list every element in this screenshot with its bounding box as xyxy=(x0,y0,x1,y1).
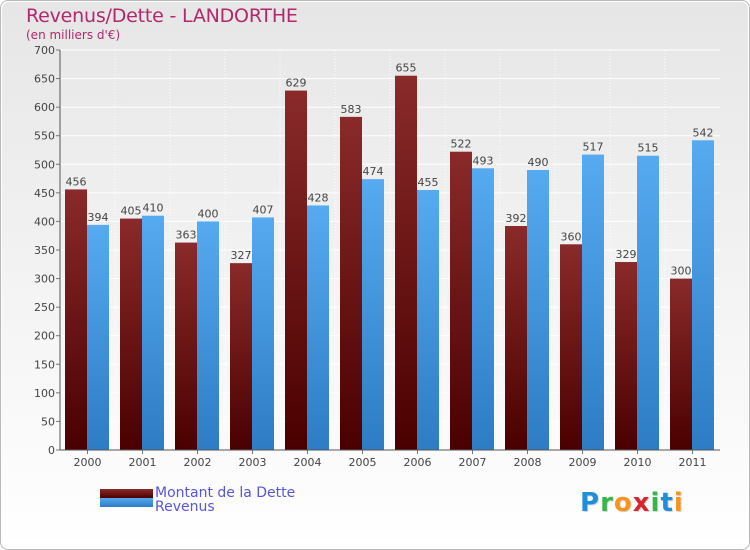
x-tick-label: 2007 xyxy=(459,456,487,469)
data-label: 360 xyxy=(561,230,582,243)
y-tick-label: 200 xyxy=(34,330,55,343)
chart-subtitle: (en milliers d'€) xyxy=(26,28,121,42)
y-tick-label: 100 xyxy=(34,387,55,400)
bars xyxy=(65,75,714,451)
logo-letter: t xyxy=(660,488,674,518)
data-label: 329 xyxy=(616,248,637,261)
bar-revenus xyxy=(417,190,439,450)
y-tick-label: 650 xyxy=(34,73,55,86)
x-tick-label: 2010 xyxy=(624,456,652,469)
axes xyxy=(59,50,720,451)
bar-revenus xyxy=(252,217,274,450)
data-label: 490 xyxy=(528,156,549,169)
y-tick-label: 600 xyxy=(34,101,55,114)
bar-revenus xyxy=(307,205,329,450)
data-label: 517 xyxy=(583,141,604,154)
data-label: 410 xyxy=(143,202,164,215)
legend-swatch-revenus xyxy=(100,498,153,507)
y-tick-label: 50 xyxy=(41,415,55,428)
bar-revenus xyxy=(362,179,384,450)
data-label: 392 xyxy=(506,212,527,225)
data-label: 394 xyxy=(88,211,109,224)
logo-letter: P xyxy=(580,488,601,518)
logo-letter: o xyxy=(613,488,633,518)
data-label: 428 xyxy=(308,191,329,204)
data-label: 407 xyxy=(253,203,274,216)
bar-dette xyxy=(285,90,307,451)
chart-title: Revenus/Dette - LANDORTHE xyxy=(26,5,298,27)
x-tick-label: 2009 xyxy=(569,456,597,469)
bar-dette xyxy=(340,116,362,450)
y-tick-label: 500 xyxy=(34,158,55,171)
data-label: 583 xyxy=(341,103,362,116)
y-tick-label: 150 xyxy=(34,358,55,371)
bar-dette xyxy=(395,75,417,450)
y-tick-label: 550 xyxy=(34,130,55,143)
y-axis-ticks: 0 50 100 150 200 250 300 350 400 450 500 550 600 650 7… xyxy=(34,44,60,457)
logo-letter: i xyxy=(650,488,661,518)
legend-swatch-dette xyxy=(100,489,153,498)
data-label: 629 xyxy=(286,77,307,90)
bar-dette xyxy=(175,242,197,450)
x-tick-label: 2008 xyxy=(514,456,542,469)
x-tick-label: 2003 xyxy=(239,456,267,469)
bar-revenus xyxy=(472,168,494,451)
data-label: 400 xyxy=(198,207,219,220)
y-tick-label: 0 xyxy=(48,444,55,457)
x-tick-label: 2004 xyxy=(294,456,322,469)
y-tick-label: 300 xyxy=(34,273,55,286)
y-tick-label: 400 xyxy=(34,215,55,228)
data-label: 300 xyxy=(671,265,692,278)
proxiti-logo: Proxiti xyxy=(580,488,684,518)
bar-revenus xyxy=(197,221,219,450)
data-label: 522 xyxy=(451,138,472,151)
y-tick-label: 250 xyxy=(34,301,55,314)
legend-label-revenus: Revenus xyxy=(155,499,215,515)
bar-dette xyxy=(560,244,582,450)
data-label: 405 xyxy=(121,205,142,218)
data-label: 655 xyxy=(396,62,417,75)
y-tick-label: 350 xyxy=(34,244,55,257)
bar-revenus xyxy=(637,155,659,450)
x-tick-label: 2001 xyxy=(129,456,157,469)
data-label: 515 xyxy=(638,142,659,155)
data-label: 455 xyxy=(418,176,439,189)
data-label: 474 xyxy=(363,165,384,178)
bar-dette xyxy=(120,218,142,450)
legend-label-dette: Montant de la Dette xyxy=(155,485,296,501)
bar-dette xyxy=(230,263,252,450)
bar-dette xyxy=(450,151,472,450)
bar-revenus xyxy=(142,215,164,450)
x-tick-label: 2000 xyxy=(74,456,102,469)
data-label: 327 xyxy=(231,249,252,262)
bar-revenus xyxy=(87,224,109,450)
logo-letter: x xyxy=(632,488,651,518)
data-label: 493 xyxy=(473,154,494,167)
bar-dette xyxy=(65,189,87,450)
bar-dette xyxy=(505,226,527,450)
bar-dette xyxy=(670,278,692,450)
x-tick-label: 2011 xyxy=(679,456,707,469)
logo-letter: i xyxy=(673,488,684,518)
x-tick-label: 2002 xyxy=(184,456,212,469)
bar-revenus xyxy=(692,140,714,451)
data-label: 542 xyxy=(693,126,714,139)
x-axis-ticks: 2000 2001 2002 2003 2004 2005 2006 2007 2008 2009… xyxy=(74,450,707,469)
bar-revenus xyxy=(527,170,549,450)
x-tick-label: 2006 xyxy=(404,456,432,469)
y-tick-label: 450 xyxy=(34,187,55,200)
x-tick-label: 2005 xyxy=(349,456,377,469)
y-tick-label: 700 xyxy=(34,44,55,57)
data-label: 456 xyxy=(66,175,87,188)
bar-dette xyxy=(615,262,637,450)
bar-revenus xyxy=(582,154,604,451)
data-label: 363 xyxy=(176,229,197,242)
logo-letter: r xyxy=(600,488,614,518)
